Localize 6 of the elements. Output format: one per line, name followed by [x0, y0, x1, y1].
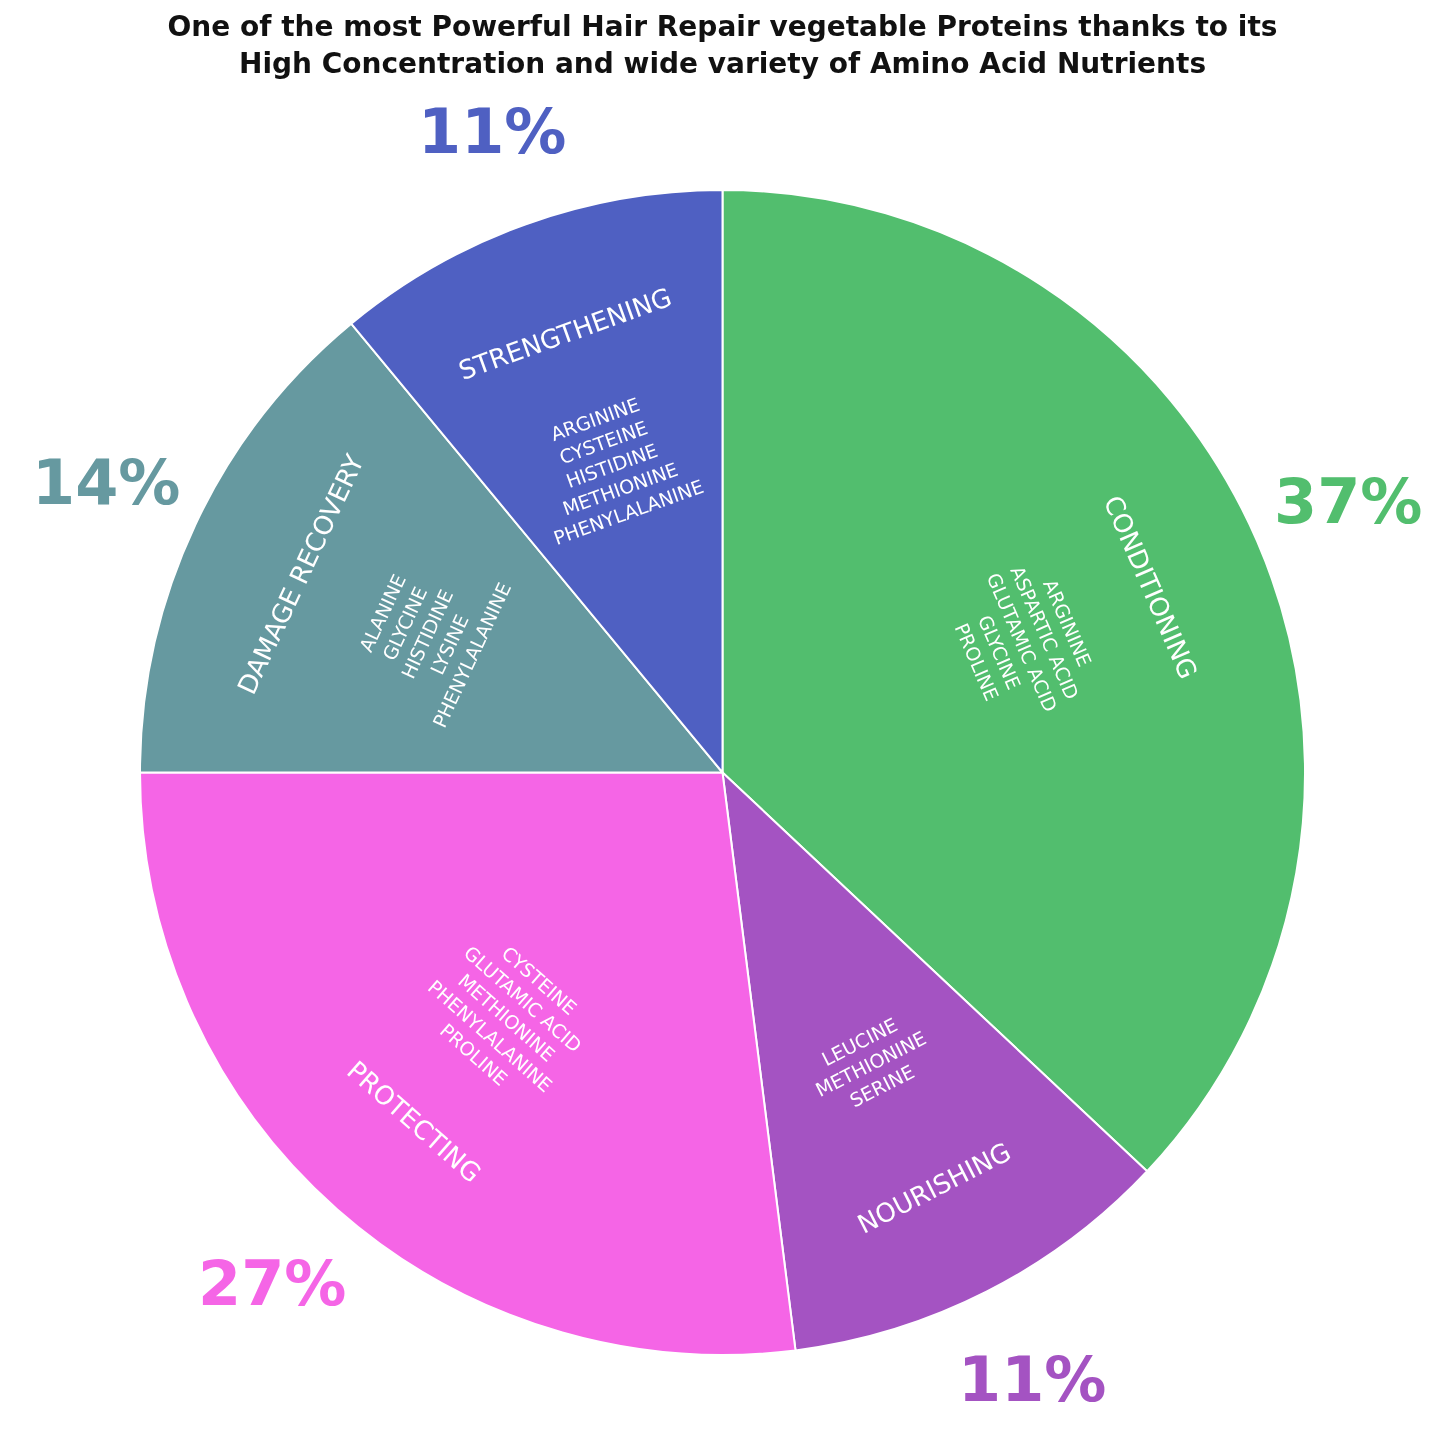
data-label: 11%	[958, 1343, 1107, 1416]
data-label: 14%	[32, 446, 181, 519]
data-label: 11%	[418, 95, 567, 168]
data-label: 27%	[198, 1247, 347, 1320]
chart-title: One of the most Powerful Hair Repair vegetable Proteins thanks to its High Concentration and wide variety of Amino Acid Nutrients	[167, 10, 1278, 80]
data-label: 37%	[1274, 465, 1423, 538]
